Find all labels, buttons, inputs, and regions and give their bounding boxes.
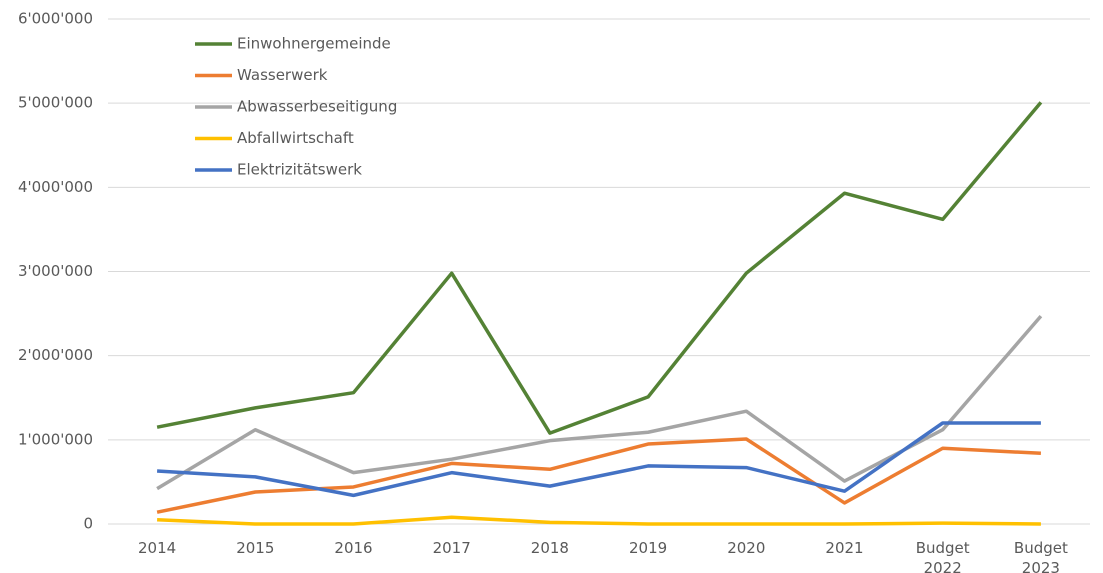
legend-label: Wasserwerk [237,66,328,84]
legend-label: Einwohnergemeinde [237,35,391,53]
legend-label: Abfallwirtschaft [237,129,354,147]
x-tick-label: 2017 [433,539,471,557]
x-tick-label: 2021 [825,539,863,557]
y-tick-label: 0 [83,515,93,533]
y-tick-label: 1'000'000 [18,430,93,448]
y-tick-label: 3'000'000 [18,262,93,280]
legend-label: Abwasserbeseitigung [237,98,397,116]
series-line [156,421,1041,498]
y-tick-label: 6'000'000 [18,10,93,28]
x-tick-label: 2018 [531,539,569,557]
x-tick-label: 2015 [236,539,274,557]
x-tick-label: 2016 [334,539,372,557]
series-line [156,101,1043,435]
y-tick-label: 5'000'000 [18,94,93,112]
x-tick-label: 2020 [727,539,765,557]
x-tick-label: Budget 2023 [1014,539,1068,573]
y-tick-label: 4'000'000 [18,178,93,196]
legend-label: Elektrizitätswerk [237,161,362,179]
y-tick-label: 2'000'000 [18,346,93,364]
x-tick-label: Budget 2022 [916,539,970,573]
series-line [156,437,1041,514]
x-tick-label: 2014 [138,539,176,557]
series-line [157,515,1041,526]
x-tick-label: 2019 [629,539,667,557]
